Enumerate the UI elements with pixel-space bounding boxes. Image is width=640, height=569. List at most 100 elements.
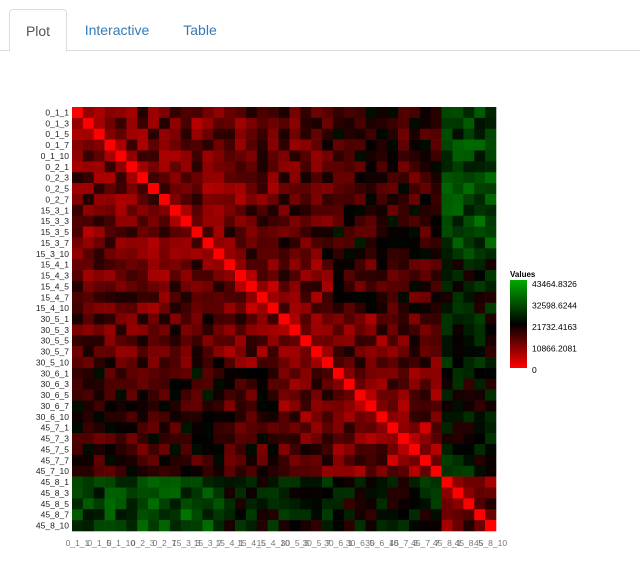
heatmap-cell bbox=[126, 498, 138, 510]
heatmap-cell bbox=[322, 444, 334, 456]
heatmap-cell bbox=[430, 411, 442, 423]
heatmap-cell bbox=[452, 411, 464, 423]
heatmap-cell bbox=[202, 335, 214, 347]
heatmap-cell bbox=[387, 204, 399, 217]
column-label: 0_2_7 bbox=[153, 538, 177, 548]
heatmap-cell bbox=[485, 324, 497, 336]
heatmap-cell bbox=[235, 498, 247, 510]
heatmap-cell bbox=[235, 139, 247, 151]
heatmap-cell bbox=[452, 226, 464, 238]
heatmap-cell bbox=[354, 215, 366, 227]
heatmap-cell bbox=[409, 411, 421, 423]
heatmap-cell bbox=[93, 139, 105, 151]
column-label: 45_8_1 bbox=[433, 538, 462, 548]
heatmap-cell bbox=[409, 476, 421, 488]
heatmap-cell bbox=[148, 215, 160, 227]
heatmap-cell bbox=[387, 476, 399, 488]
heatmap-cell bbox=[126, 400, 138, 412]
heatmap-cell bbox=[322, 422, 334, 434]
heatmap-cell bbox=[137, 150, 149, 162]
heatmap-cell bbox=[245, 291, 258, 303]
heatmap-cell bbox=[300, 280, 312, 293]
heatmap-cell bbox=[463, 487, 475, 499]
row-label: 15_4_3 bbox=[41, 271, 70, 281]
heatmap-cell bbox=[311, 280, 323, 293]
heatmap-cell bbox=[365, 509, 377, 521]
row-label: 45_7_7 bbox=[41, 455, 70, 465]
heatmap-cell bbox=[376, 498, 388, 510]
heatmap-cell bbox=[289, 335, 301, 347]
heatmap-cell bbox=[332, 237, 345, 249]
heatmap-cell bbox=[278, 237, 290, 249]
heatmap-cell bbox=[452, 161, 464, 173]
heatmap-cell bbox=[148, 357, 160, 369]
heatmap-cell bbox=[332, 476, 345, 488]
heatmap-cell bbox=[82, 444, 95, 456]
heatmap-cell bbox=[354, 346, 366, 358]
heatmap-cell bbox=[322, 520, 334, 532]
heatmap-cell bbox=[289, 433, 301, 445]
heatmap-cell bbox=[322, 346, 334, 358]
heatmap-cell bbox=[441, 172, 453, 184]
heatmap-cell bbox=[463, 117, 475, 130]
heatmap-cell bbox=[409, 498, 421, 510]
heatmap-cell bbox=[82, 378, 95, 390]
heatmap-cell bbox=[409, 302, 421, 314]
heatmap-cell bbox=[126, 422, 138, 434]
heatmap-cell bbox=[311, 378, 323, 390]
heatmap-cell bbox=[72, 259, 84, 271]
heatmap-cell bbox=[485, 433, 497, 445]
heatmap-cell bbox=[148, 498, 160, 510]
heatmap-cell bbox=[463, 411, 475, 423]
heatmap-cell bbox=[115, 520, 127, 532]
heatmap-cell bbox=[180, 248, 192, 260]
heatmap-cell bbox=[278, 117, 290, 130]
heatmap-cell bbox=[213, 411, 225, 423]
heatmap-cell bbox=[343, 237, 355, 249]
heatmap-cell bbox=[278, 433, 290, 445]
heatmap-cell bbox=[224, 422, 236, 434]
heatmap-cell bbox=[332, 280, 345, 293]
heatmap-cell bbox=[93, 161, 105, 173]
heatmap-cell bbox=[311, 335, 323, 347]
heatmap-cell bbox=[365, 215, 377, 227]
heatmap-cell bbox=[419, 117, 432, 130]
heatmap-cell bbox=[278, 520, 290, 532]
heatmap-cell bbox=[169, 400, 182, 412]
heatmap-cell bbox=[289, 454, 301, 467]
heatmap-cell bbox=[354, 509, 366, 521]
heatmap-cell bbox=[158, 259, 171, 271]
heatmap-cell bbox=[115, 487, 127, 499]
heatmap-cell bbox=[332, 422, 345, 434]
heatmap-cell bbox=[278, 487, 290, 499]
heatmap-cell bbox=[93, 487, 105, 499]
heatmap-cell bbox=[72, 498, 84, 510]
heatmap-cell bbox=[332, 117, 345, 130]
heatmap-cell bbox=[376, 107, 388, 119]
heatmap-cell bbox=[202, 509, 214, 521]
tab-table[interactable]: Table bbox=[183, 22, 217, 38]
heatmap-cell bbox=[300, 346, 312, 358]
column-label: 30_6_1 bbox=[324, 538, 353, 548]
tab-interactive[interactable]: Interactive bbox=[84, 22, 150, 38]
heatmap-cell bbox=[452, 117, 464, 130]
heatmap-cell bbox=[180, 476, 192, 488]
heatmap-cell bbox=[343, 378, 355, 390]
heatmap-cell bbox=[485, 520, 497, 532]
heatmap-cell bbox=[311, 367, 323, 380]
heatmap-cell bbox=[148, 161, 160, 173]
heatmap-cell bbox=[256, 313, 268, 325]
row-label: 15_3_7 bbox=[41, 238, 70, 248]
heatmap-cell bbox=[409, 346, 421, 358]
heatmap-cell bbox=[202, 161, 214, 173]
heatmap-cell bbox=[474, 248, 486, 260]
heatmap-cell bbox=[311, 259, 323, 271]
tab-plot[interactable]: Plot bbox=[9, 9, 67, 52]
heatmap-cell bbox=[354, 107, 366, 119]
heatmap-cell bbox=[104, 335, 116, 347]
heatmap-cell bbox=[398, 357, 410, 369]
heatmap-cell bbox=[235, 378, 247, 390]
heatmap-cell bbox=[245, 520, 258, 532]
heatmap-cell bbox=[82, 433, 95, 445]
heatmap-cell bbox=[115, 411, 127, 423]
